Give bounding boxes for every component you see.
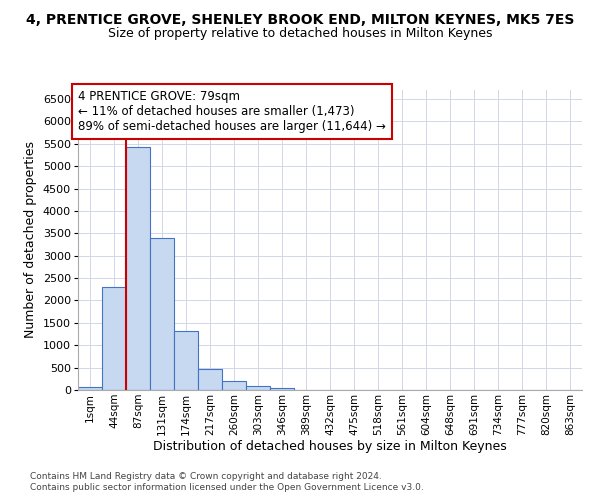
Bar [174, 331, 198, 390]
Bar [270, 388, 294, 390]
Text: Size of property relative to detached houses in Milton Keynes: Size of property relative to detached ho… [108, 28, 492, 40]
Text: Contains HM Land Registry data © Crown copyright and database right 2024.: Contains HM Land Registry data © Crown c… [30, 472, 382, 481]
Bar [126, 148, 150, 390]
Bar [102, 288, 126, 390]
Y-axis label: Number of detached properties: Number of detached properties [25, 142, 37, 338]
Bar [198, 368, 222, 390]
Text: Contains public sector information licensed under the Open Government Licence v3: Contains public sector information licen… [30, 484, 424, 492]
Bar [246, 386, 270, 390]
Text: 4, PRENTICE GROVE, SHENLEY BROOK END, MILTON KEYNES, MK5 7ES: 4, PRENTICE GROVE, SHENLEY BROOK END, MI… [26, 12, 574, 26]
Bar [222, 382, 246, 390]
Text: 4 PRENTICE GROVE: 79sqm
← 11% of detached houses are smaller (1,473)
89% of semi: 4 PRENTICE GROVE: 79sqm ← 11% of detache… [78, 90, 386, 133]
Bar [78, 387, 102, 390]
X-axis label: Distribution of detached houses by size in Milton Keynes: Distribution of detached houses by size … [153, 440, 507, 454]
Bar [150, 238, 174, 390]
